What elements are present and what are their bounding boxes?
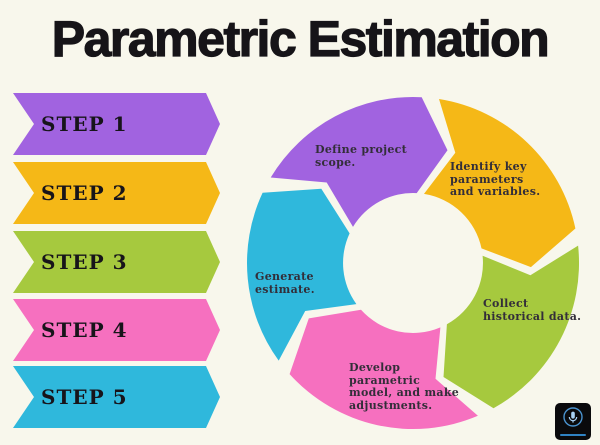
step-item-4: STEP 4 [13, 299, 220, 361]
step-arrow-shape [13, 299, 220, 361]
segment-label-collect-historical-data: Collect historical data. [483, 297, 582, 323]
cycle-segment-collect-historical-data [443, 245, 580, 409]
logo-text-line [560, 434, 586, 436]
segment-label-define-project-scope: Define project scope. [315, 143, 408, 169]
segment-label-generate-estimate: Generate estimate. [255, 270, 315, 296]
step-label: STEP 1 [41, 112, 128, 136]
cycle-segment-identify-key-parameters [424, 99, 576, 268]
cycle-segment-generate-estimate [247, 188, 357, 361]
step-arrow-shape [13, 162, 220, 224]
page-title: Parametric Estimation [51, 10, 550, 67]
microphone-icon [563, 407, 583, 427]
segment-label-identify-key-parameters: Identify key parameters and variables. [450, 160, 541, 198]
segment-label-develop-parametric-model: Develop parametric model, and make adjus… [349, 361, 460, 412]
step-label: STEP 4 [41, 318, 128, 342]
brand-logo [555, 403, 591, 440]
step-arrow-shape [13, 93, 220, 155]
step-arrow-shape [13, 366, 220, 428]
cycle-diagram [247, 96, 580, 430]
step-item-3: STEP 3 [13, 231, 220, 293]
cycle-segment-develop-parametric-model [289, 309, 478, 430]
step-label: STEP 5 [41, 385, 128, 409]
step-item-2: STEP 2 [13, 162, 220, 224]
step-item-1: STEP 1 [13, 93, 220, 155]
step-arrow-shape [13, 231, 220, 293]
cycle-segment-define-project-scope [270, 96, 448, 227]
step-label: STEP 2 [41, 181, 128, 205]
step-label: STEP 3 [41, 250, 128, 274]
step-item-5: STEP 5 [13, 366, 220, 428]
